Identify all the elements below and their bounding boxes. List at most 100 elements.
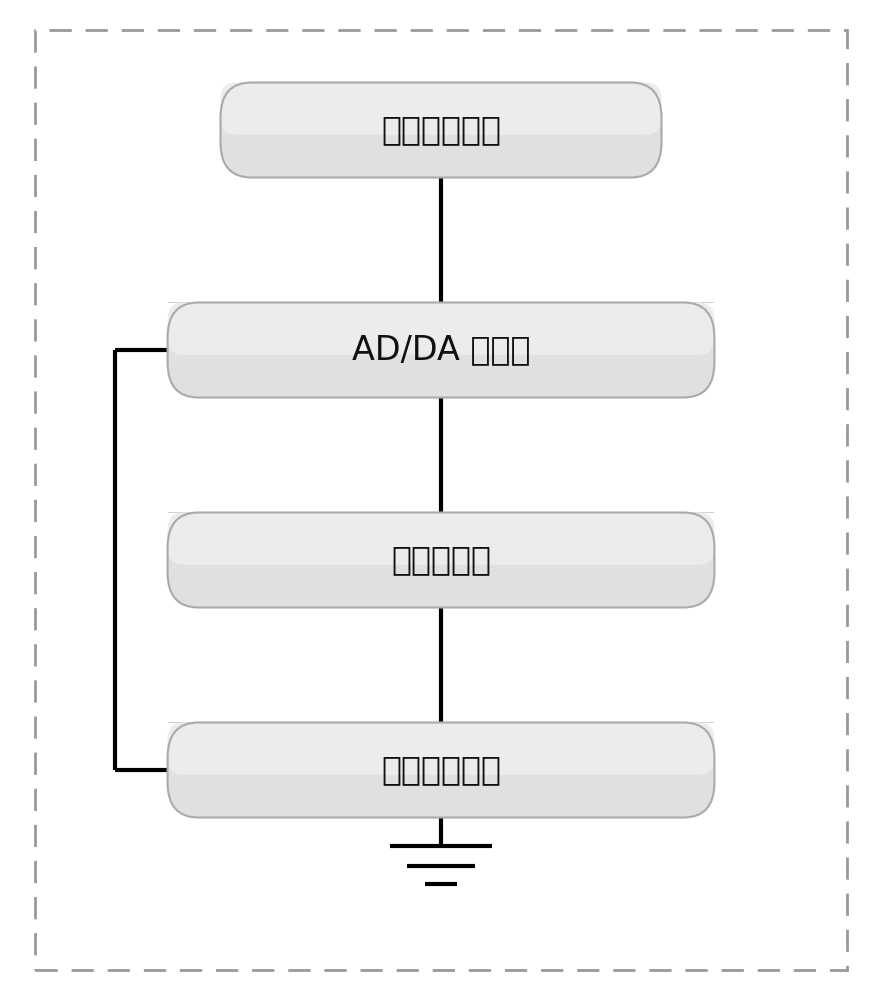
Bar bbox=[168, 596, 714, 598]
Bar bbox=[220, 104, 662, 106]
Bar bbox=[220, 155, 662, 157]
Bar bbox=[684, 362, 714, 397]
Bar bbox=[220, 148, 662, 151]
Bar bbox=[168, 554, 714, 557]
Bar bbox=[220, 139, 662, 141]
Bar bbox=[220, 83, 251, 117]
Bar bbox=[168, 513, 714, 516]
Bar bbox=[168, 742, 714, 745]
Bar bbox=[168, 734, 714, 737]
Bar bbox=[168, 559, 714, 562]
Bar bbox=[168, 526, 714, 528]
Bar bbox=[168, 790, 714, 792]
Bar bbox=[168, 371, 714, 374]
Bar bbox=[631, 83, 662, 117]
Bar bbox=[168, 572, 714, 574]
Bar bbox=[168, 395, 714, 397]
Bar bbox=[168, 512, 198, 548]
Bar bbox=[168, 357, 714, 359]
Bar bbox=[168, 314, 714, 317]
Bar bbox=[168, 758, 714, 760]
Bar bbox=[220, 91, 662, 94]
Bar bbox=[168, 556, 714, 558]
Bar bbox=[168, 363, 714, 366]
Bar bbox=[220, 137, 662, 139]
Bar bbox=[168, 348, 714, 350]
Bar bbox=[168, 809, 714, 811]
Bar bbox=[168, 537, 714, 539]
Bar bbox=[220, 172, 662, 174]
Bar bbox=[220, 164, 662, 166]
Bar bbox=[168, 394, 714, 396]
Bar bbox=[220, 99, 662, 101]
Bar bbox=[220, 142, 251, 178]
Bar bbox=[168, 386, 714, 388]
Bar bbox=[168, 812, 714, 814]
Bar bbox=[168, 362, 714, 364]
Text: 计算机工作站: 计算机工作站 bbox=[381, 113, 501, 146]
Bar bbox=[168, 761, 714, 764]
Bar bbox=[168, 528, 714, 530]
Bar bbox=[220, 117, 662, 119]
Bar bbox=[168, 581, 714, 584]
Bar bbox=[168, 515, 714, 517]
FancyBboxPatch shape bbox=[168, 722, 714, 775]
Bar bbox=[168, 722, 714, 724]
Bar bbox=[168, 313, 714, 315]
Bar bbox=[220, 150, 662, 152]
Bar bbox=[168, 802, 714, 805]
Bar bbox=[168, 763, 714, 765]
Bar bbox=[168, 333, 714, 336]
Bar bbox=[168, 769, 714, 772]
Bar bbox=[168, 319, 714, 321]
Bar bbox=[168, 310, 714, 312]
Bar bbox=[168, 814, 714, 816]
Bar bbox=[168, 768, 714, 770]
Bar bbox=[168, 772, 714, 775]
FancyBboxPatch shape bbox=[220, 83, 662, 178]
Bar bbox=[168, 302, 198, 338]
Bar bbox=[168, 521, 714, 524]
Bar bbox=[168, 352, 714, 355]
Bar bbox=[220, 142, 662, 144]
Bar bbox=[220, 161, 662, 163]
Bar bbox=[220, 109, 662, 111]
Bar bbox=[168, 744, 714, 746]
Bar bbox=[220, 96, 662, 98]
Bar bbox=[168, 564, 714, 566]
Bar bbox=[168, 337, 714, 339]
Bar bbox=[168, 375, 714, 377]
Bar bbox=[168, 343, 714, 345]
Text: 带阻滤波器: 带阻滤波器 bbox=[391, 544, 491, 576]
Bar bbox=[168, 547, 714, 549]
Bar bbox=[168, 733, 714, 735]
Bar bbox=[168, 771, 714, 773]
Bar bbox=[168, 575, 714, 577]
Bar bbox=[220, 166, 662, 168]
Bar bbox=[220, 115, 662, 117]
Bar bbox=[168, 806, 714, 808]
Bar bbox=[168, 782, 714, 784]
Bar bbox=[168, 723, 714, 726]
Bar bbox=[168, 305, 714, 307]
FancyBboxPatch shape bbox=[168, 512, 714, 565]
Bar bbox=[220, 110, 662, 113]
Bar bbox=[220, 85, 662, 87]
Bar bbox=[168, 739, 714, 742]
Bar bbox=[168, 731, 714, 734]
Bar bbox=[168, 362, 198, 397]
Bar bbox=[168, 321, 714, 323]
Bar bbox=[220, 102, 662, 105]
Bar bbox=[168, 322, 714, 325]
Bar bbox=[168, 592, 714, 595]
Bar bbox=[168, 340, 714, 342]
Bar bbox=[168, 512, 714, 514]
Bar bbox=[220, 107, 662, 109]
Bar bbox=[168, 551, 714, 554]
Bar bbox=[168, 550, 714, 552]
Bar bbox=[168, 787, 714, 789]
Bar bbox=[168, 578, 714, 581]
FancyBboxPatch shape bbox=[220, 83, 662, 135]
Bar bbox=[168, 807, 714, 810]
Bar bbox=[220, 94, 662, 97]
